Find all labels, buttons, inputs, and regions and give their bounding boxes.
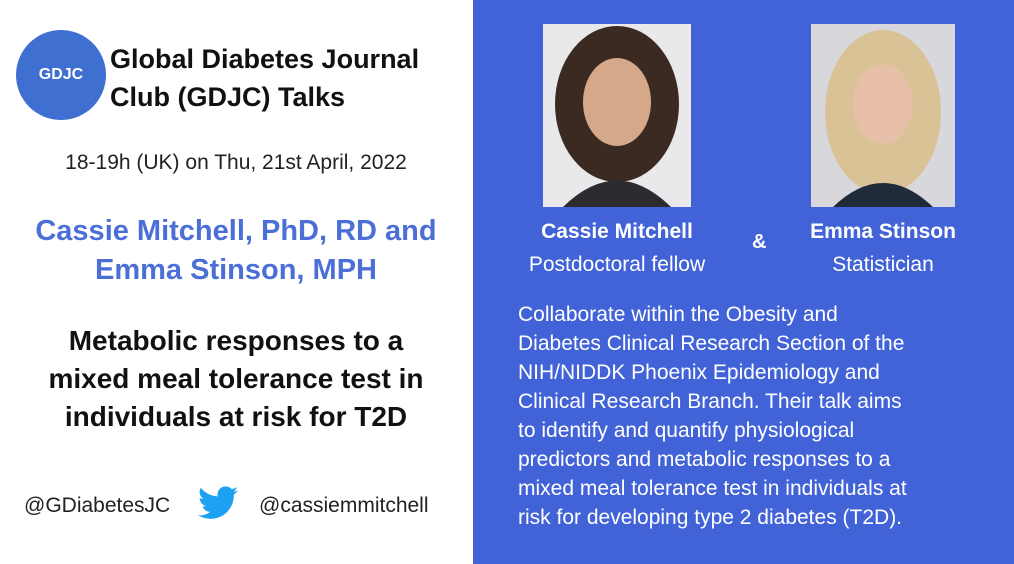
talk-title: individuals at risk for T2D bbox=[64, 401, 408, 432]
description-line: Collaborate within the Obesity and bbox=[518, 303, 838, 326]
title: Club (GDJC) Talks bbox=[110, 82, 346, 112]
talk-title: mixed meal tolerance test in bbox=[48, 363, 424, 394]
photo bbox=[811, 24, 955, 207]
profile-role: Postdoctoral fellow bbox=[528, 253, 706, 276]
description-line: to identify and quantify physiological bbox=[518, 419, 855, 442]
twitter-icon[interactable] bbox=[198, 486, 238, 520]
description-line: risk for developing type 2 diabetes (T2D… bbox=[518, 506, 903, 529]
description-line: Clinical Research Branch. Their talk aim… bbox=[518, 390, 902, 413]
photo bbox=[543, 24, 691, 207]
logo: GDJC bbox=[16, 30, 106, 120]
twitter-handle[interactable]: @cassiemmitchell bbox=[259, 494, 429, 517]
profile-name: Emma Stinson bbox=[810, 220, 956, 243]
talk-title: Metabolic responses to a bbox=[68, 325, 404, 356]
date: 18-19h (UK) on Thu, 21st April, 2022 bbox=[65, 151, 407, 174]
description-line: mixed meal tolerance test in individuals… bbox=[518, 477, 907, 500]
profile-role: Statistician bbox=[832, 253, 934, 276]
description-line: NIH/NIDDK Phoenix Epidemiology and bbox=[518, 361, 880, 384]
twitter-handle[interactable]: @GDiabetesJC bbox=[24, 494, 171, 517]
description-line: Diabetes Clinical Research Section of th… bbox=[518, 332, 905, 355]
title: Global Diabetes Journal bbox=[110, 44, 420, 74]
profile-name: Cassie Mitchell bbox=[541, 220, 693, 243]
ampersand: & bbox=[752, 231, 767, 253]
description-line: predictors and metabolic responses to a bbox=[518, 448, 891, 471]
speakers: Emma Stinson, MPH bbox=[95, 254, 377, 286]
speakers: Cassie Mitchell, PhD, RD and bbox=[35, 215, 437, 247]
